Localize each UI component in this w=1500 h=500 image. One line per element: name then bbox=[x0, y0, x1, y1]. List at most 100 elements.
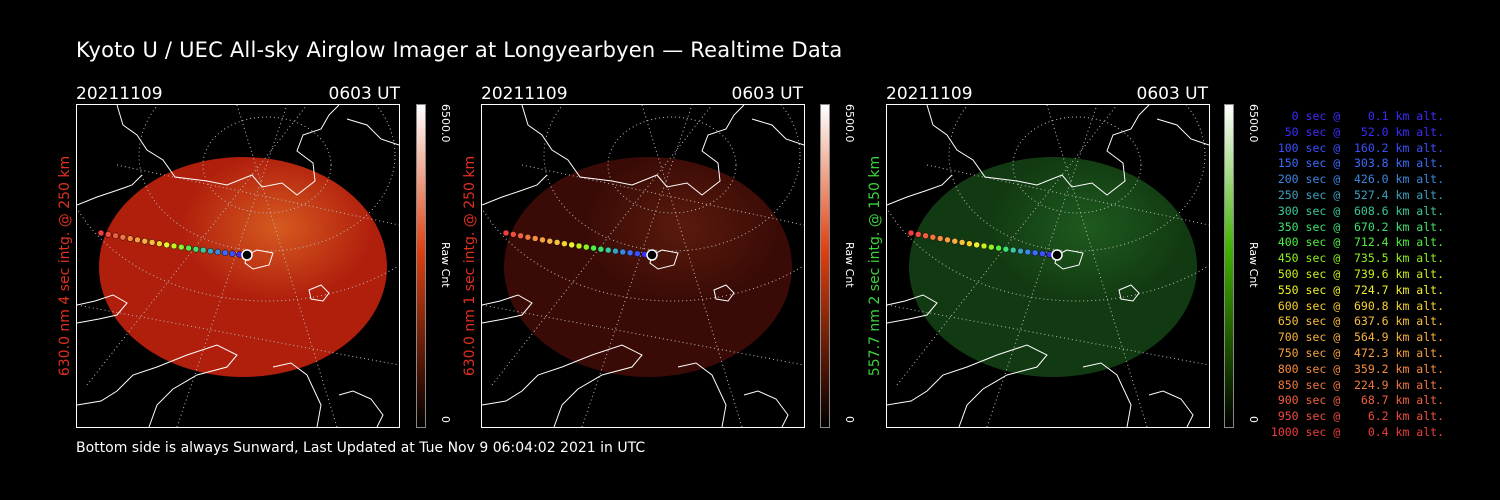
trajectory-dot bbox=[546, 237, 554, 245]
panel-2-colorbar bbox=[820, 104, 830, 428]
trajectory-dot bbox=[531, 235, 539, 242]
trajectory-dot bbox=[163, 241, 170, 249]
trajectory-dot bbox=[907, 229, 915, 237]
panel-1-cbar-min: 0 bbox=[439, 416, 452, 423]
legend-entry: 150 sec @ 303.8 km alt. bbox=[1270, 156, 1444, 171]
trajectory-dot bbox=[119, 233, 127, 241]
trajectory-dot bbox=[958, 239, 966, 246]
trajectory-dot bbox=[156, 240, 163, 247]
panel-1-image[interactable] bbox=[76, 104, 400, 428]
trajectory-dot bbox=[561, 240, 568, 247]
panel-1-ylabel-text: 630.0 nm 4 sec intg. @ 250 km bbox=[57, 155, 73, 377]
legend-entry: 500 sec @ 739.6 km alt. bbox=[1270, 266, 1444, 281]
legend-entry: 900 sec @ 68.7 km alt. bbox=[1270, 393, 1444, 408]
panel-1-colorbar-labels: 6500.0 Raw Cnt 0 bbox=[439, 104, 454, 428]
trajectory-dot bbox=[214, 248, 222, 256]
coastlines bbox=[887, 105, 1209, 427]
trajectory-dot bbox=[221, 249, 229, 257]
airglow-disk bbox=[504, 157, 792, 377]
legend-entry: 950 sec @ 6.2 km alt. bbox=[1270, 409, 1444, 424]
trajectory-dot bbox=[134, 236, 141, 244]
trajectory-dot bbox=[936, 235, 944, 242]
panel-2-cbar-max: 6500.0 bbox=[843, 104, 856, 143]
legend-entry: 400 sec @ 712.4 km alt. bbox=[1270, 235, 1444, 250]
panel-2-ylabel: 630.0 nm 1 sec intg. @ 250 km bbox=[459, 104, 481, 428]
trajectory-dot bbox=[112, 232, 119, 240]
trajectory-dot bbox=[590, 244, 597, 252]
panel-3-cbar-min: 0 bbox=[1247, 416, 1260, 423]
trajectory-dot bbox=[1017, 247, 1024, 255]
legend-entry: 650 sec @ 637.6 km alt. bbox=[1270, 314, 1444, 329]
footer-note: Bottom side is always Sunward, Last Upda… bbox=[76, 440, 646, 456]
legend-entry: 250 sec @ 527.4 km alt. bbox=[1270, 187, 1444, 202]
panel-3-allsky-map bbox=[887, 105, 1209, 427]
trajectory-dot bbox=[575, 242, 583, 250]
airglow-disk bbox=[99, 157, 387, 377]
trajectory-dot bbox=[148, 239, 156, 246]
trajectory-legend: 0 sec @ 0.1 km alt. 50 sec @ 52.0 km alt… bbox=[1262, 109, 1444, 441]
trajectory-dot bbox=[966, 240, 973, 247]
legend-entry: 350 sec @ 670.2 km alt. bbox=[1270, 219, 1444, 234]
trajectory-dot bbox=[502, 229, 510, 237]
trajectory-dot bbox=[583, 243, 590, 251]
trajectory-dot bbox=[97, 229, 105, 237]
trajectory-dot bbox=[634, 250, 641, 257]
trajectory-dot bbox=[539, 236, 546, 244]
trajectory-dot bbox=[105, 231, 112, 238]
panel-2-time: 0603 UT bbox=[731, 84, 804, 104]
trajectory-dot bbox=[619, 248, 627, 256]
station-marker bbox=[646, 249, 658, 261]
legend-entry: 450 sec @ 735.5 km alt. bbox=[1270, 251, 1444, 266]
trajectory-dot bbox=[510, 231, 517, 238]
panel-2-image[interactable] bbox=[481, 104, 805, 428]
trajectory-dot bbox=[944, 236, 951, 244]
panel-3-cbar-max: 6500.0 bbox=[1247, 104, 1260, 143]
legend-entry: 300 sec @ 608.6 km alt. bbox=[1270, 203, 1444, 218]
legend-entry: 50 sec @ 52.0 km alt. bbox=[1270, 124, 1444, 139]
panel-1-ylabel: 630.0 nm 4 sec intg. @ 250 km bbox=[54, 104, 76, 428]
panel-1-cbar-unit: Raw Cnt bbox=[439, 242, 452, 288]
coastlines bbox=[482, 105, 804, 427]
trajectory-dot bbox=[973, 241, 980, 249]
panel-1-time: 0603 UT bbox=[328, 84, 401, 104]
trajectory-dot bbox=[1002, 245, 1010, 253]
trajectory-dot bbox=[922, 232, 929, 240]
legend-entry: 600 sec @ 690.8 km alt. bbox=[1270, 298, 1444, 313]
trajectory-dot bbox=[199, 246, 207, 254]
trajectory-dot bbox=[597, 245, 605, 253]
trajectory-dot bbox=[612, 247, 619, 255]
panel-3-image[interactable] bbox=[886, 104, 1210, 428]
legend-entry: 1000 sec @ 0.4 km alt. bbox=[1270, 424, 1444, 439]
trajectory-dot bbox=[524, 233, 532, 241]
trajectory-dot bbox=[126, 235, 134, 242]
trajectory-dot bbox=[1031, 249, 1039, 257]
trajectory-dot bbox=[185, 244, 192, 252]
legend-entry: 100 sec @ 160.2 km alt. bbox=[1270, 140, 1444, 155]
panel-2-cbar-min: 0 bbox=[843, 416, 856, 423]
legend-entry: 800 sec @ 359.2 km alt. bbox=[1270, 361, 1444, 376]
legend-entry: 700 sec @ 564.9 km alt. bbox=[1270, 330, 1444, 345]
trajectory-dot bbox=[207, 247, 214, 255]
trajectory-dot bbox=[1009, 246, 1017, 254]
trajectory-dot bbox=[568, 241, 575, 249]
trajectory-dot bbox=[178, 243, 185, 251]
station-marker bbox=[241, 249, 253, 261]
panel-1-cbar-max: 6500.0 bbox=[439, 104, 452, 143]
graticule bbox=[482, 105, 804, 427]
panel-3-ylabel: 557.7 nm 2 sec intg. @ 150 km bbox=[864, 104, 886, 428]
panel-2-date: 20211109 bbox=[481, 84, 568, 104]
station-marker bbox=[1051, 249, 1063, 261]
panel-3-date: 20211109 bbox=[886, 84, 973, 104]
trajectory-dot bbox=[517, 232, 524, 240]
page-title: Kyoto U / UEC All-sky Airglow Imager at … bbox=[76, 38, 843, 62]
legend-entry: 550 sec @ 724.7 km alt. bbox=[1270, 282, 1444, 297]
trajectory-dot bbox=[192, 245, 200, 253]
panel-2-colorbar-labels: 6500.0 Raw Cnt 0 bbox=[843, 104, 858, 428]
trajectory-dot bbox=[170, 242, 178, 250]
panel-1-allsky-map bbox=[77, 105, 399, 427]
trajectory-dot bbox=[604, 246, 612, 254]
trajectory-dot bbox=[929, 233, 937, 241]
trajectory-dot bbox=[988, 243, 995, 251]
panel-3-colorbar-labels: 6500.0 Raw Cnt 0 bbox=[1247, 104, 1262, 428]
trajectory-dot bbox=[980, 242, 988, 250]
